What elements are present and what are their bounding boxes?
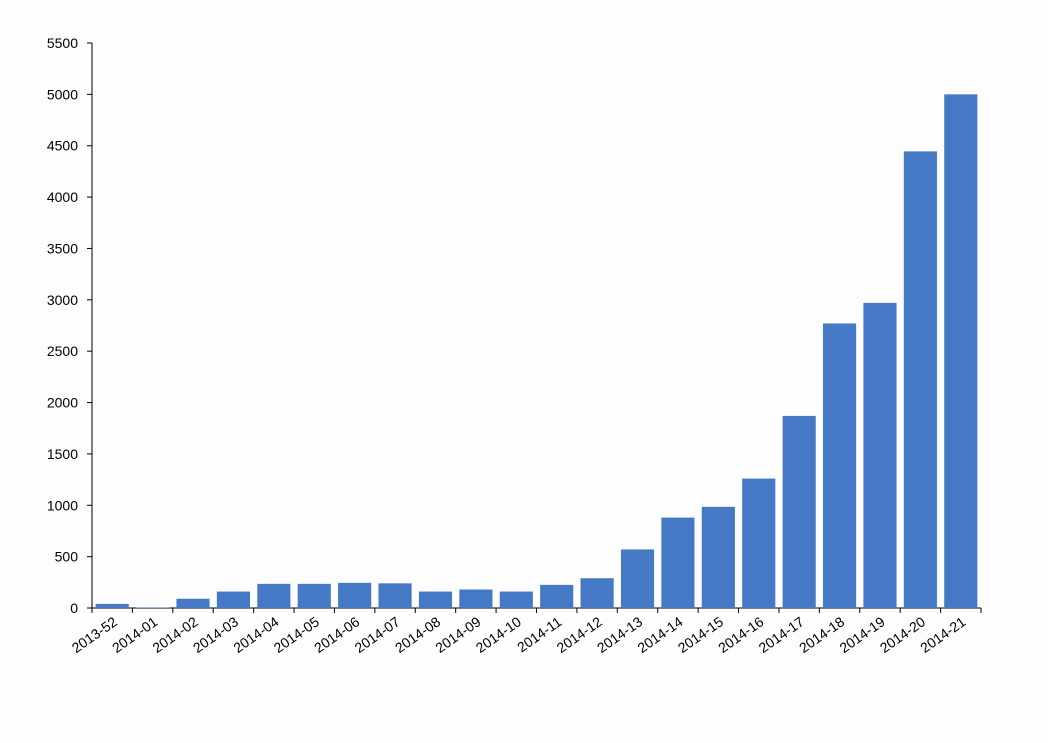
bar: [378, 583, 412, 608]
x-tick-label: 2014-20: [877, 613, 928, 656]
y-tick-label: 2500: [47, 343, 78, 359]
y-tick-label: 3000: [47, 292, 78, 308]
y-tick-label: 2000: [47, 395, 78, 411]
bar: [459, 589, 493, 608]
y-tick-label: 5500: [47, 35, 78, 51]
y-tick-label: 4000: [47, 189, 78, 205]
y-tick-label: 0: [70, 600, 78, 616]
bar: [580, 578, 614, 608]
x-tick-label: 2014-06: [311, 613, 362, 656]
y-tick-label: 1500: [47, 446, 78, 462]
bar: [499, 591, 533, 608]
x-tick-label: 2014-01: [109, 613, 160, 656]
y-tick-label: 1000: [47, 497, 78, 513]
x-tick-label: 2014-09: [432, 613, 483, 656]
bar: [418, 591, 453, 608]
bar: [823, 323, 857, 608]
bar: [620, 549, 655, 608]
x-tick-label: 2014-03: [190, 613, 241, 656]
bar: [903, 151, 937, 609]
x-tick-label: 2014-02: [149, 613, 200, 656]
bar: [863, 302, 897, 608]
bar: [338, 582, 372, 608]
bar: [742, 478, 776, 608]
y-tick-label: 500: [55, 549, 79, 565]
x-tick-label: 2014-05: [271, 613, 322, 656]
bar: [540, 584, 574, 608]
bar: [136, 607, 170, 608]
bar: [782, 415, 816, 608]
x-tick-label: 2014-17: [756, 613, 807, 656]
x-tick-label: 2014-18: [796, 613, 847, 656]
x-tick-label: 2014-15: [675, 613, 726, 656]
x-tick-label: 2014-13: [594, 613, 645, 656]
x-tick-label: 2014-12: [554, 613, 605, 656]
x-tick-label: 2014-14: [634, 613, 685, 656]
x-tick-label: 2014-04: [230, 613, 281, 656]
y-tick-label: 3500: [47, 240, 78, 256]
bar: [297, 583, 331, 608]
x-tick-label: 2014-07: [352, 613, 403, 656]
x-tick-label: 2013-52: [69, 613, 120, 656]
bar: [701, 506, 735, 608]
x-tick-label: 2014-10: [473, 613, 524, 656]
bar: [257, 583, 291, 608]
bar: [95, 603, 129, 608]
y-tick-label: 5000: [47, 86, 78, 102]
x-tick-label: 2014-19: [836, 613, 887, 656]
x-tick-label: 2014-16: [715, 613, 766, 656]
bar: [216, 591, 250, 608]
x-tick-label: 2014-21: [917, 613, 968, 656]
x-tick-label: 2014-08: [392, 613, 443, 656]
bar: [944, 94, 978, 608]
y-tick-label: 4500: [47, 138, 78, 154]
bar: [176, 598, 210, 608]
bar: [661, 517, 695, 608]
